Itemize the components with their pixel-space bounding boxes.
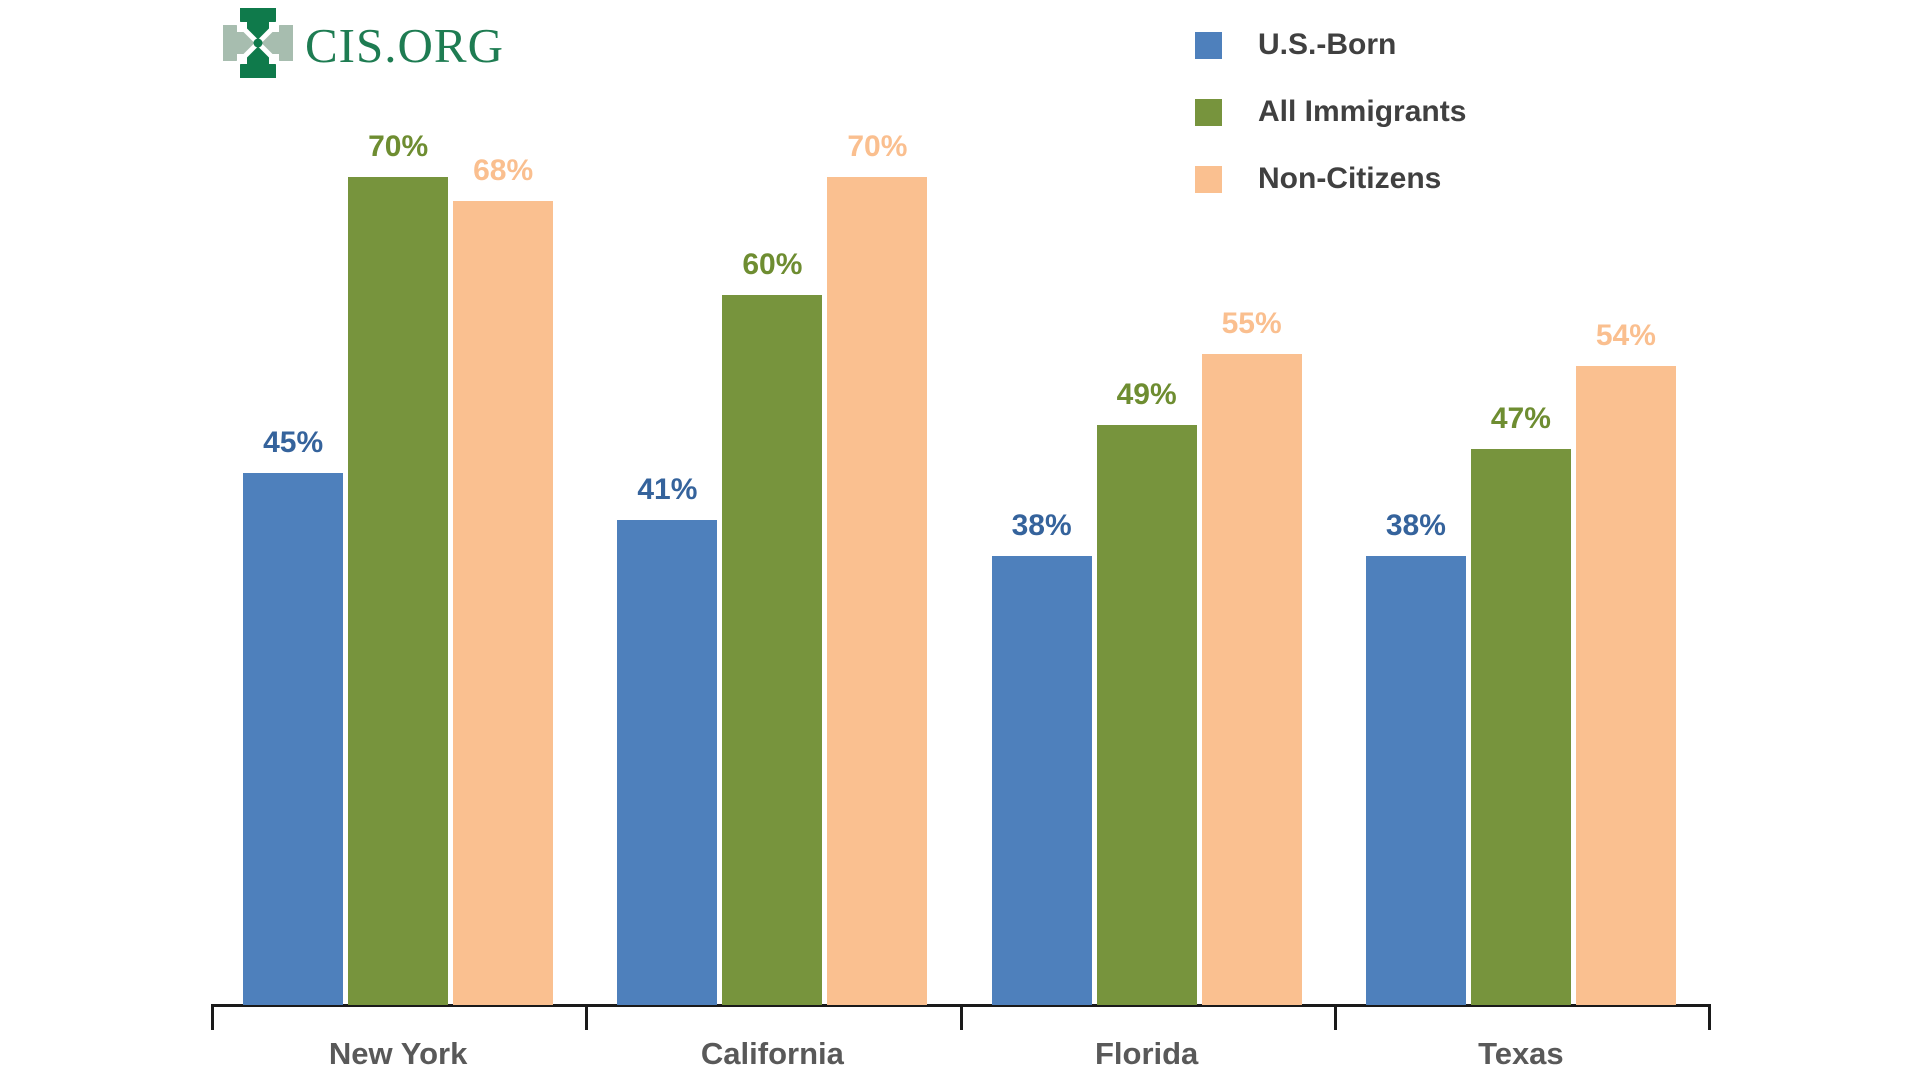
bar-u-s-born-florida — [991, 555, 1092, 1005]
logo-text: CIS.ORG — [305, 17, 504, 73]
legend-swatch-non-citizens — [1195, 165, 1222, 193]
x-axis-tick — [211, 1004, 214, 1030]
x-axis-label-new-york: New York — [328, 1036, 468, 1071]
bar-value-label-u-s-born-california: 41% — [637, 473, 698, 507]
legend-item-all-immigrants: All Immigrants — [1195, 95, 1466, 129]
bar-value-label-non-citizens-new-york: 68% — [473, 153, 534, 187]
legend-swatch-all-immigrants — [1195, 98, 1222, 126]
bar-non-citizens-new-york — [453, 200, 554, 1005]
bar-value-label-all-immigrants-california: 60% — [742, 248, 803, 282]
bar-all-immigrants-new-york — [348, 177, 449, 1005]
legend-item-u-s-born: U.S.-Born — [1195, 28, 1466, 62]
legend-item-non-citizens: Non-Citizens — [1195, 162, 1466, 196]
bar-non-citizens-california — [827, 177, 928, 1005]
bar-all-immigrants-california — [722, 295, 823, 1005]
legend-label-non-citizens: Non-Citizens — [1258, 162, 1442, 195]
x-axis-label-texas: Texas — [1478, 1036, 1564, 1071]
bar-non-citizens-florida — [1201, 354, 1302, 1005]
bar-all-immigrants-florida — [1096, 425, 1197, 1005]
bar-value-label-all-immigrants-new-york: 70% — [368, 130, 429, 163]
chart-legend: U.S.-Born All Immigrants Non-Citizens — [1195, 28, 1466, 229]
x-axis-tick — [1333, 1004, 1337, 1030]
x-axis-label-california: California — [700, 1036, 844, 1071]
bar-value-label-u-s-born-new-york: 45% — [263, 425, 324, 459]
legend-label-u-s-born: U.S.-Born — [1258, 28, 1397, 61]
bar-value-label-all-immigrants-texas: 47% — [1490, 402, 1551, 436]
cis-org-logo: CIS.ORG — [223, 8, 504, 83]
bar-all-immigrants-texas — [1470, 449, 1571, 1005]
bar-value-label-non-citizens-california: 70% — [847, 130, 908, 163]
bar-value-label-non-citizens-florida: 55% — [1221, 307, 1282, 341]
legend-swatch-u-s-born — [1195, 31, 1222, 59]
bar-u-s-born-texas — [1365, 555, 1466, 1005]
bar-u-s-born-new-york — [243, 472, 344, 1005]
x-axis-tick — [585, 1004, 589, 1030]
x-axis-tick — [959, 1004, 963, 1030]
cis-cross-icon — [223, 8, 293, 83]
bar-value-label-u-s-born-texas: 38% — [1385, 508, 1446, 542]
bar-non-citizens-texas — [1575, 366, 1676, 1005]
bar-value-label-all-immigrants-florida: 49% — [1116, 378, 1177, 412]
bar-u-s-born-california — [617, 520, 718, 1005]
x-axis-tick — [1708, 1004, 1711, 1030]
legend-label-all-immigrants: All Immigrants — [1258, 95, 1467, 128]
bar-value-label-u-s-born-florida: 38% — [1011, 508, 1072, 542]
x-axis-label-florida: Florida — [1094, 1036, 1199, 1071]
bar-value-label-non-citizens-texas: 54% — [1595, 319, 1656, 353]
